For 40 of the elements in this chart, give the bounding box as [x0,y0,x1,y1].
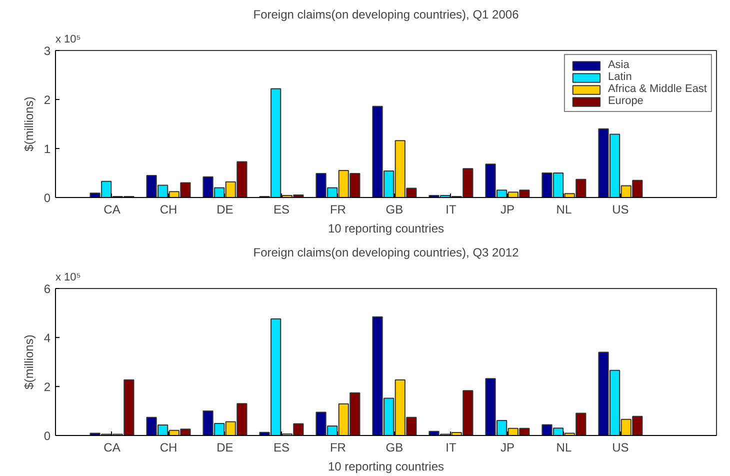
x-tick-label: CA [104,440,120,454]
legend-label: Europe [608,95,644,107]
y-tick-label: 0 [44,429,51,443]
y-tick-label: 2 [44,93,51,107]
x-tick-label: FR [330,440,346,454]
y-axis-title: $(millions) [22,96,36,152]
x-tick-label: CH [160,202,178,216]
text: x 10⁵ [56,34,81,46]
legend-label: Asia [608,59,630,71]
x-tick-label: NL [556,440,572,454]
x-tick-label: IT [446,202,457,216]
x-tick-label: FR [330,202,346,216]
x-tick-label: JP [500,202,514,216]
chart-title: Foreign claims(on developing countries), Q3 2012 [253,246,520,260]
x-tick-label: GB [386,202,404,216]
legend-label: Latin [608,71,632,83]
x-tick-label: US [612,202,629,216]
y-tick-label: 6 [44,282,51,296]
chart-title: Foreign claims(on developing countries), Q1 2006 [253,8,520,22]
x-tick-label: DE [216,440,234,454]
y-tick-label: 1 [44,142,51,156]
y-axis-title: $(millions) [22,334,36,390]
x-tick-label: DE [216,202,234,216]
x-tick-label: ES [273,202,290,216]
y-tick-label: 3 [44,44,51,58]
x-tick-label: GB [386,440,404,454]
legend-label: Africa & Middle East [608,83,707,95]
x-tick-label: NL [556,202,572,216]
x-axis-title: 10 reporting countries [328,222,444,236]
x-tick-label: US [612,440,629,454]
x-tick-label: JP [500,440,514,454]
x-tick-label: IT [446,440,457,454]
x-tick-label: ES [273,440,290,454]
text: x 10⁵ [56,272,81,284]
y-tick-label: 0 [44,191,51,205]
y-tick-label: 2 [44,380,51,394]
x-tick-label: CH [160,440,178,454]
x-axis-title: 10 reporting countries [328,460,444,474]
x-tick-label: CA [104,202,120,216]
y-tick-label: 4 [44,331,51,345]
